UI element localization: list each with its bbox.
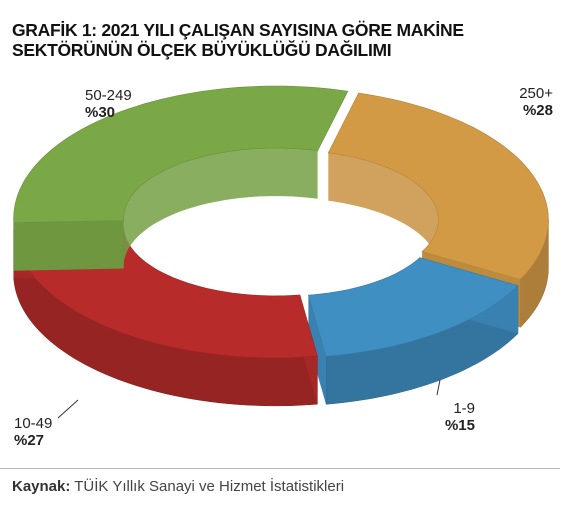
value-label: %30 (85, 104, 115, 121)
leader-line (436, 379, 441, 396)
value-label: %27 (14, 432, 44, 449)
slice-end (308, 295, 326, 405)
slice (308, 257, 519, 405)
slice-top (327, 92, 549, 280)
category-label: 1-9 (453, 400, 475, 417)
source-label: Kaynak: (12, 478, 71, 495)
slice-top (13, 85, 349, 224)
chart-title: GRAFİK 1: 2021 YILI ÇALIŞAN SAYISINA GÖR… (12, 20, 464, 60)
value-label: %28 (523, 102, 553, 119)
category-label: 50-249 (85, 87, 132, 104)
category-label: 10-49 (14, 415, 52, 432)
source-text: TÜİK Yıllık Sanayi ve Hizmet İstatistikl… (74, 478, 345, 495)
slice-inner-side (123, 148, 318, 267)
slice-top (308, 257, 519, 357)
slice (13, 85, 349, 271)
slice-end (13, 220, 124, 271)
value-label: %15 (445, 417, 475, 434)
slice-inner-side (328, 152, 439, 268)
leader-line (57, 399, 79, 419)
chart: 250+%28 1-9%15 10-49%27 50-249%30 (13, 85, 553, 449)
category-label: 250+ (519, 85, 553, 102)
divider (0, 468, 560, 469)
source: Kaynak: TÜİK Yıllık Sanayi ve Hizmet İst… (12, 478, 344, 495)
